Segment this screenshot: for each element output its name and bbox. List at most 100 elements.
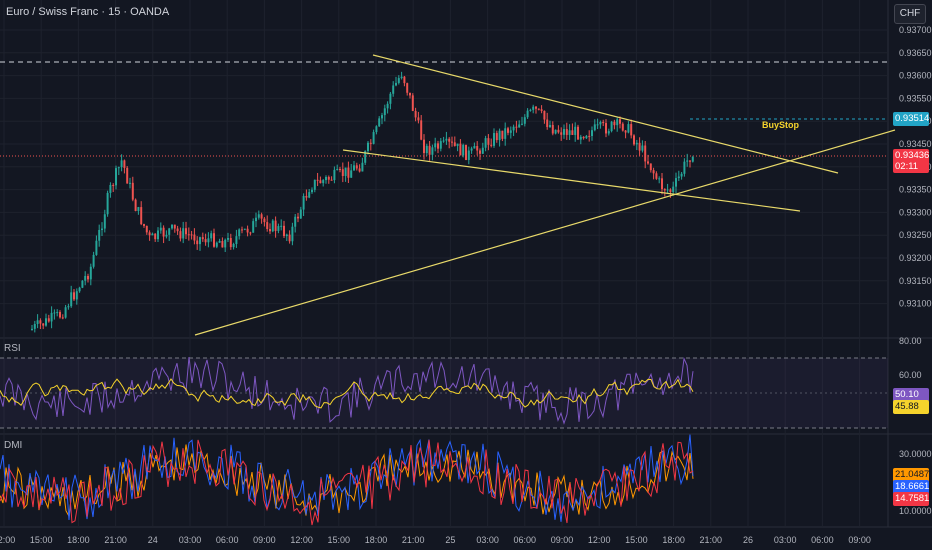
candle-body	[288, 234, 291, 242]
candle-body	[582, 136, 585, 139]
lower-channel-trendline[interactable]	[342, 149, 801, 212]
candle-body	[255, 217, 257, 222]
dmi-axis-label: 10.0000	[899, 506, 932, 516]
candle-body	[246, 228, 249, 233]
candle-body	[185, 228, 187, 235]
upper-trendline[interactable]	[372, 54, 839, 174]
candle-body	[641, 145, 644, 151]
candle-body	[84, 275, 87, 281]
price-axis-label: 0.93100	[899, 299, 932, 309]
candle-body	[98, 229, 101, 241]
currency-button[interactable]: CHF	[894, 4, 926, 24]
candle-body	[123, 160, 126, 168]
price-axis-label: 0.93150	[899, 276, 932, 286]
support-trendline[interactable]	[194, 129, 896, 336]
candle-body	[372, 132, 375, 144]
candle-body	[232, 243, 235, 248]
candle-body	[182, 228, 185, 239]
candle-body	[50, 312, 53, 322]
candle-body	[369, 142, 372, 144]
candle-body	[87, 275, 89, 280]
candle-body	[518, 124, 521, 128]
candle-body	[680, 173, 683, 177]
rsi-pane[interactable]	[0, 356, 888, 429]
candle-body	[277, 226, 280, 231]
rsi-line	[0, 356, 694, 425]
minus-di-value-tag: 14.7581	[893, 492, 930, 506]
rsi-ma-line	[0, 378, 694, 409]
candle-body	[190, 234, 193, 236]
time-axis-label: 06:00	[216, 535, 239, 545]
candle-body	[633, 135, 635, 145]
candle-body	[367, 142, 369, 152]
candle-body	[325, 176, 327, 181]
candle-body	[33, 324, 36, 329]
candle-body	[635, 142, 638, 145]
candle-body	[358, 168, 361, 172]
rsi-ma-value-tag: 45.88	[893, 400, 929, 414]
candle-body	[92, 254, 95, 267]
candle-body	[313, 179, 316, 190]
candle-body	[266, 222, 269, 230]
time-axis-label: 26	[743, 535, 753, 545]
candle-body	[442, 140, 445, 142]
candle-body	[117, 167, 120, 169]
candle-body	[162, 227, 165, 237]
candle-body	[78, 287, 81, 292]
candle-body	[479, 150, 481, 154]
dmi-axis-label: 30.0000	[899, 449, 932, 459]
candle-body	[563, 129, 565, 135]
candle-body	[689, 160, 691, 162]
candle-body	[257, 214, 260, 218]
candle-body	[148, 232, 151, 236]
candle-body	[532, 106, 535, 110]
candle-body	[143, 224, 145, 226]
time-axis-label: 18:00	[67, 535, 90, 545]
dmi-label[interactable]: DMI	[4, 440, 23, 451]
candle-body	[683, 161, 686, 174]
candle-body	[305, 195, 308, 198]
price-pane[interactable]	[0, 54, 896, 336]
candle-body	[56, 312, 59, 314]
candle-body	[344, 167, 347, 176]
candle-body	[574, 126, 577, 135]
candle-body	[89, 266, 92, 280]
candle-body	[168, 228, 171, 235]
candle-body	[151, 233, 154, 236]
rsi-label[interactable]: RSI	[4, 343, 21, 354]
candle-body	[453, 142, 456, 146]
candle-body	[241, 229, 243, 231]
candle-body	[652, 170, 655, 174]
candle-body	[557, 129, 560, 133]
candle-body	[218, 241, 221, 243]
candle-body	[274, 220, 277, 231]
candle-body	[591, 130, 593, 136]
dmi-pane[interactable]	[0, 434, 694, 526]
candle-body	[498, 130, 501, 141]
candle-body	[509, 130, 512, 133]
candle-body	[120, 160, 123, 168]
candle-body	[319, 180, 322, 184]
time-axis-label: 15:00	[30, 535, 53, 545]
symbol-title[interactable]: Euro / Swiss Franc · 15 · OANDA	[6, 6, 170, 18]
candle-body	[504, 128, 507, 139]
candle-body	[137, 207, 140, 212]
rsi-value-tag: 50.10	[893, 388, 929, 402]
candle-body	[353, 165, 355, 171]
candle-body	[638, 142, 641, 151]
time-axis-label: 03:00	[476, 535, 499, 545]
candle-body	[481, 147, 484, 154]
candle-body	[551, 125, 554, 134]
candle-body	[437, 143, 439, 149]
plus-di-line	[0, 434, 694, 522]
candle-body	[451, 141, 453, 143]
candle-body	[39, 320, 42, 324]
time-axis-label: 21:00	[402, 535, 425, 545]
candle-body	[535, 106, 537, 109]
candle-body	[260, 214, 263, 219]
candle-body	[70, 292, 73, 307]
time-axis-label: 21:00	[104, 535, 127, 545]
price-axis-label: 0.93650	[899, 48, 932, 58]
candle-body	[487, 138, 490, 145]
